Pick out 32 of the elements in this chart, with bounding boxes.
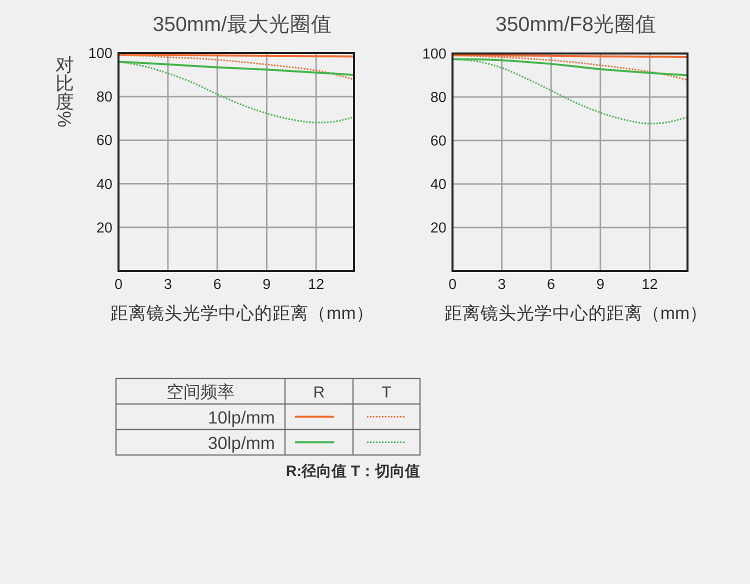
legend: 空间频率 R T 10lp/mm 30lp/mm <box>115 378 421 456</box>
y-tick-label: 40 <box>96 176 112 193</box>
chart-title: 350mm/最大光圈值 <box>152 13 332 36</box>
y-axis-title: 对比度% <box>54 54 75 128</box>
y-tick-label: 80 <box>96 90 112 106</box>
text: R:径向值 T：切向值 <box>286 463 420 480</box>
x-tick-label: 12 <box>308 277 324 293</box>
y-tick-label: 20 <box>96 220 112 236</box>
x-tick-label: 3 <box>498 277 506 293</box>
x-tick-label: 6 <box>547 277 556 293</box>
y-tick-label: 20 <box>430 220 446 236</box>
y-tick-label: 100 <box>88 46 112 62</box>
x-tick-label: 0 <box>114 277 123 293</box>
legend-label: 10lp/mm <box>208 407 275 428</box>
x-tick-label: 9 <box>596 277 604 293</box>
x-tick-label: 6 <box>213 277 222 293</box>
x-tick-label: 3 <box>164 277 172 293</box>
legend-item: 30lp/mm <box>208 432 405 453</box>
legend-item: 10lp/mm <box>208 407 405 428</box>
y-tick-label: 100 <box>422 46 446 62</box>
x-axis-title: 距离镜头光学中心的距离（mm） <box>444 303 708 323</box>
y-tick-label: 40 <box>430 177 446 193</box>
y-tick-label: 60 <box>96 133 112 150</box>
legend-label: 30lp/mm <box>208 432 275 453</box>
y-tick-label: 80 <box>430 90 446 106</box>
chart-title: 350mm/F8光圈值 <box>496 13 656 36</box>
x-tick-label: 9 <box>262 277 271 293</box>
legend-title: 空间频率 <box>166 382 234 402</box>
x-tick-label: 0 <box>448 277 457 293</box>
x-tick-label: 12 <box>642 277 658 293</box>
y-tick-label: 60 <box>430 134 446 150</box>
x-axis-title: 距离镜头光学中心的距离（mm） <box>110 303 374 323</box>
